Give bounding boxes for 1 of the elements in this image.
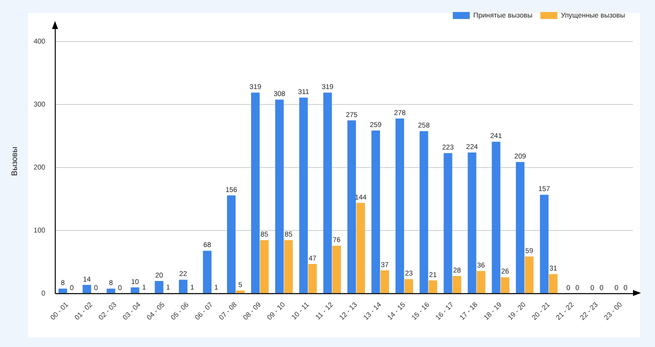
y-axis-title: Вызовы (10, 146, 20, 176)
